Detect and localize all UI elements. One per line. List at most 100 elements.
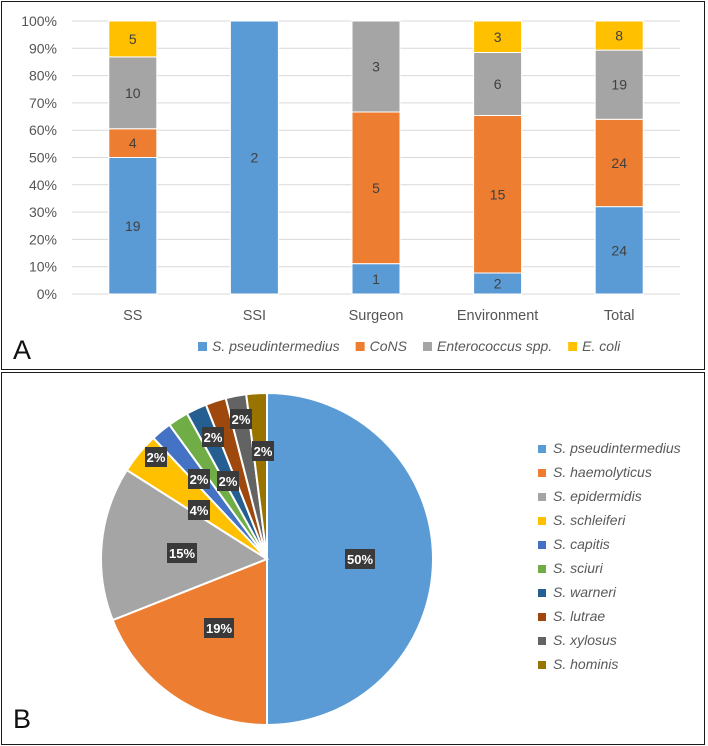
x-category-label: Surgeon [349,308,404,324]
pie-data-label: 2% [202,427,224,447]
pie-data-label: 2% [188,469,210,489]
bar-segment-s-pseudintermedius [594,206,644,295]
pie-slice-s-haemolyticus [111,557,268,727]
bar-segment-e-coli [473,20,523,53]
pie-data-label-box [345,549,375,569]
bar-segment-enterococcus-spp [108,56,158,130]
legend-label-s-hominis: S. hominis [553,656,618,672]
pie-data-label: 4% [188,500,210,520]
legend-label-s-pseudintermedius: S. pseudintermedius [553,440,681,456]
data-label: 4 [129,135,137,151]
pie-data-label-box [230,409,252,429]
bar-segment-enterococcus-spp [351,20,401,113]
legend-label-s-pseudintermedius: S. pseudintermedius [212,338,340,354]
pie-data-label-box [188,500,210,520]
legend-label-s-lutrae: S. lutrae [553,608,605,624]
data-label: 8 [615,28,623,44]
legend-label-cons: CoNS [370,338,408,354]
legend-swatch-cons [355,342,365,351]
data-label: 2 [251,150,259,166]
pie-data-label-text: 2% [254,444,273,459]
legend-swatch-s-epidermidis [538,493,546,501]
bar-segment-s-pseudintermedius [229,20,279,295]
data-label: 10 [125,85,141,101]
data-label: 24 [611,155,627,171]
pie-data-label-box [188,469,210,489]
data-label: 3 [494,29,502,45]
data-label: 6 [494,76,502,92]
bar-segment-e-coli [108,20,158,58]
legend-label-s-epidermidis: S. epidermidis [553,488,642,504]
pie-data-label: 15% [167,543,197,563]
pie-data-label-box [145,447,167,467]
data-label: 19 [611,77,627,93]
legend-swatch-s-lutrae [538,613,546,621]
data-label: 15 [490,186,506,202]
data-label: 3 [372,59,380,75]
x-category-label: Total [604,308,635,324]
legend-swatch-s-sciuri [538,565,546,573]
pie-data-label: 50% [345,549,375,569]
pie-data-label-text: 50% [347,552,373,567]
legend-swatch-s-hominis [538,661,546,669]
panel-b-letter: B [13,704,32,734]
pie-data-label-box [167,543,197,563]
pie-chart: 50% 19% 15% 4% 2% 2% 2% 2% 2% 2% S. pseudintermedi… [100,391,681,727]
pie-data-label-box [217,471,239,491]
y-tick-label: 50% [29,150,57,166]
pie-data-label-box [252,441,274,461]
legend-swatch-s-warneri [538,589,546,597]
legend-label-s-xylosus: S. xylosus [553,632,617,648]
data-label: 2 [494,276,502,292]
y-tick-label: 90% [29,40,57,56]
y-tick-label: 10% [29,259,57,275]
pie-data-label-text: 19% [206,621,232,636]
pie-data-label-text: 4% [190,503,209,518]
legend-swatch-s-xylosus [538,637,546,645]
y-tick-label: 70% [29,95,57,111]
pie-data-label-text: 2% [219,474,238,489]
legend: S. pseudintermedius S. haemolyticus S. epi… [538,440,681,672]
y-tick-label: 0% [37,286,57,302]
pie-data-label-text: 2% [190,472,209,487]
pie-data-label-text: 2% [204,430,223,445]
x-category-label: SSI [243,308,266,324]
x-category-label: Environment [457,308,538,324]
legend-label-s-sciuri: S. sciuri [553,560,604,576]
legend-label-e-coli: E. coli [582,338,621,354]
legend-label-s-haemolyticus: S. haemolyticus [553,464,652,480]
legend-swatch-s-schleiferi [538,517,546,525]
legend-swatch-e-coli [568,342,578,351]
stacked-bar-chart: 0% 10% 20% 30% 40% 50% 60% 70% 80% 90% 100% 19 4 10 5 S… [21,13,680,354]
data-label: 5 [129,31,137,47]
bar-segment-enterococcus-spp [594,49,644,120]
data-label: 5 [372,180,380,196]
pie-data-label-text: 2% [232,412,251,427]
pie-data-label: 2% [145,447,167,467]
bar-segment-cons [473,115,523,274]
data-label: 24 [611,242,627,258]
pie-data-label: 19% [204,618,234,638]
legend-swatch-s-haemolyticus [538,469,546,477]
x-category-label: SS [123,308,142,324]
y-tick-label: 40% [29,177,57,193]
legend-swatch-s-pseudintermedius [198,342,207,351]
y-tick-label: 60% [29,122,57,138]
legend-swatch-s-capitis [538,541,546,549]
legend-label-s-warneri: S. warneri [553,584,617,600]
bar-segment-e-coli [594,20,644,51]
pie-data-label-box [202,427,224,447]
y-tick-label: 20% [29,231,57,247]
pie-data-label-box [204,618,234,638]
legend-swatch-s-pseudintermedius [538,445,546,453]
bar-segment-cons [108,128,158,159]
pie-data-label: 2% [252,441,274,461]
bar-segment-enterococcus-spp [473,52,523,116]
data-label: 1 [372,271,380,287]
legend: S. pseudintermedius CoNS Enterococcus spp.… [198,338,621,354]
legend-label-s-schleiferi: S. schleiferi [553,512,626,528]
pie-data-label: 2% [230,409,252,429]
pie-data-label-text: 15% [169,546,195,561]
y-tick-label: 100% [21,13,57,29]
